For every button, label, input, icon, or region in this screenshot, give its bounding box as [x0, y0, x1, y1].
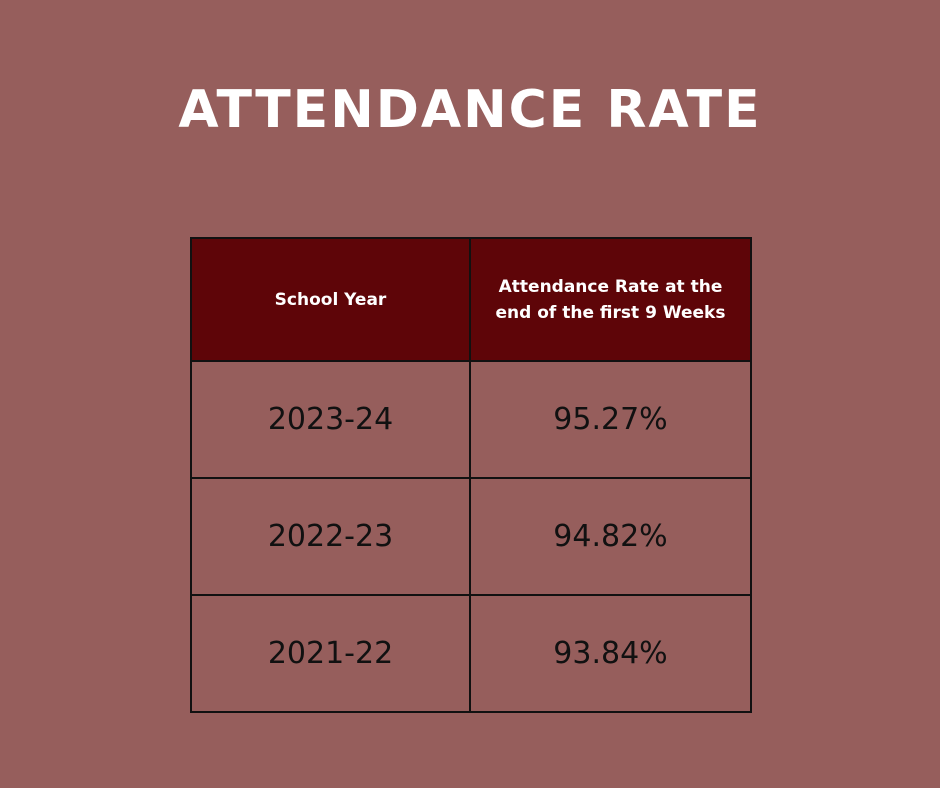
- attendance-table: School Year Attendance Rate at the end o…: [190, 237, 752, 713]
- table-header-row: School Year Attendance Rate at the end o…: [190, 237, 752, 362]
- attendance-rate-cell: 93.84%: [469, 594, 752, 713]
- attendance-rate-cell: 94.82%: [469, 477, 752, 596]
- column-header-attendance-rate: Attendance Rate at the end of the first …: [469, 237, 752, 362]
- attendance-table-container: School Year Attendance Rate at the end o…: [190, 237, 752, 713]
- table-row: 2021-22 93.84%: [190, 594, 752, 713]
- attendance-rate-cell: 95.27%: [469, 360, 752, 479]
- table-row: 2022-23 94.82%: [190, 477, 752, 596]
- table-row: 2023-24 95.27%: [190, 360, 752, 479]
- page-title: ATTENDANCE RATE: [178, 80, 762, 140]
- school-year-cell: 2022-23: [190, 477, 471, 596]
- school-year-cell: 2021-22: [190, 594, 471, 713]
- column-header-school-year: School Year: [190, 237, 471, 362]
- school-year-cell: 2023-24: [190, 360, 471, 479]
